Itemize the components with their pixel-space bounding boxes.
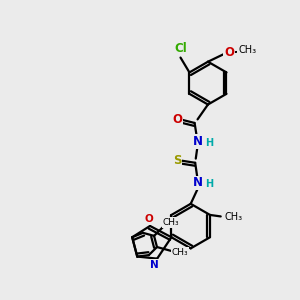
Text: CH₃: CH₃ xyxy=(172,248,188,256)
Text: H: H xyxy=(206,179,214,189)
Text: N: N xyxy=(193,176,203,190)
Text: CH₃: CH₃ xyxy=(163,218,179,227)
Text: S: S xyxy=(173,154,181,166)
Text: O: O xyxy=(172,113,182,126)
Text: O: O xyxy=(144,214,153,224)
Text: Cl: Cl xyxy=(174,42,187,55)
Text: N: N xyxy=(150,260,159,270)
Text: CH₃: CH₃ xyxy=(225,212,243,222)
Text: CH₃: CH₃ xyxy=(238,45,256,56)
Text: O: O xyxy=(224,46,234,59)
Text: H: H xyxy=(205,138,213,148)
Text: N: N xyxy=(193,135,202,148)
